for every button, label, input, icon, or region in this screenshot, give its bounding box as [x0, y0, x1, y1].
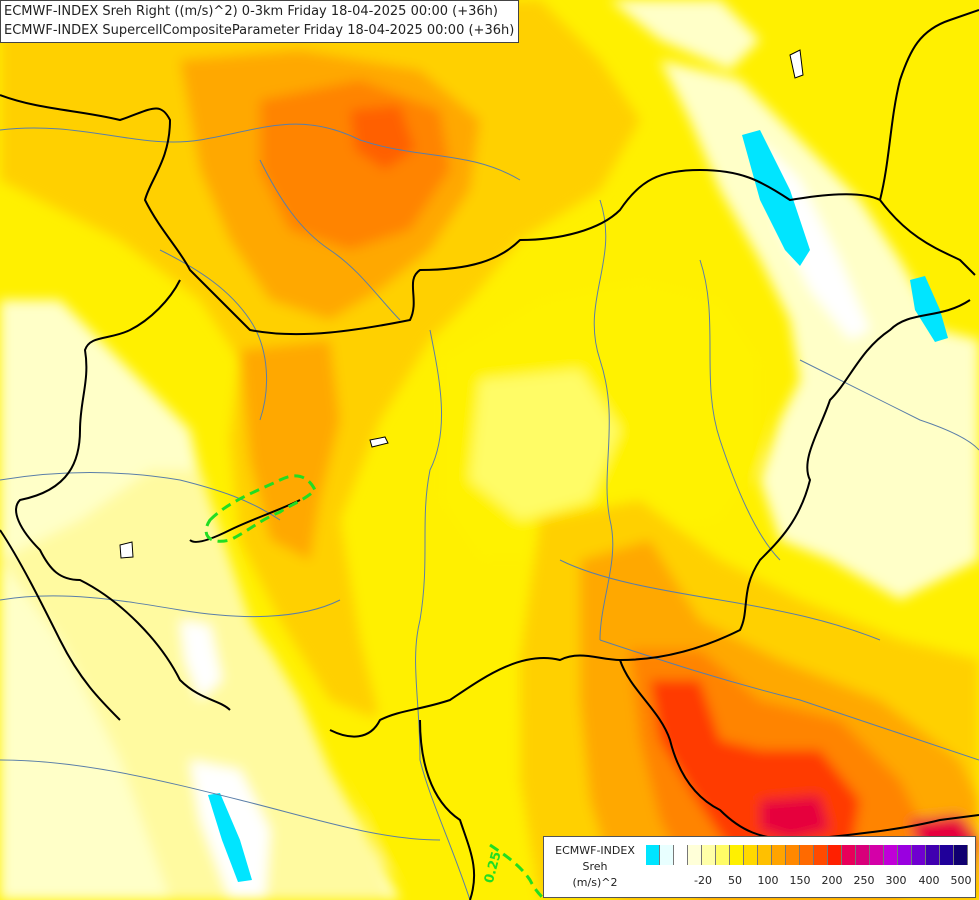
zone-cyan-southwest: [208, 793, 252, 882]
legend-swatch: [856, 845, 870, 865]
legend-variable: Sreh: [582, 860, 608, 873]
legend-swatch: [870, 845, 884, 865]
zone-cyan-northeast: [742, 130, 810, 266]
zone-orange-west-lobe: [240, 340, 340, 560]
legend-tick-label: 400: [918, 874, 940, 887]
scp-contours: [204, 474, 547, 900]
legend-tick-label: 200: [821, 874, 843, 887]
legend-tick-label: 150: [789, 874, 811, 887]
legend-tick-label: 50: [728, 874, 742, 887]
legend-tick-label: 500: [950, 874, 972, 887]
legend-swatch: [898, 845, 912, 865]
legend-tick-label: 300: [885, 874, 907, 887]
border-south: [619, 659, 979, 841]
border-west: [15, 279, 231, 711]
legend-swatch: [940, 845, 954, 865]
border-southwest: [419, 719, 476, 900]
legend-tick-label: 250: [853, 874, 875, 887]
zone-light-east: [660, 60, 979, 600]
legend-swatch: [828, 845, 842, 865]
legend-swatch: [702, 845, 716, 865]
legend-unit: (m/s)^2: [572, 876, 618, 889]
border-east: [329, 299, 971, 738]
legend-swatch: [688, 845, 702, 865]
country-borders: [0, 9, 979, 900]
rivers: [0, 123, 979, 900]
scp-contour-south: [489, 843, 547, 900]
title-line-2: ECMWF-INDEX SupercellCompositeParameter …: [4, 23, 515, 38]
zone-yellow-southwest: [360, 690, 520, 880]
title-line-1: ECMWF-INDEX Sreh Right ((m/s)^2) 0-3km F…: [4, 4, 498, 19]
legend-swatch: [660, 845, 674, 865]
scp-contour-west: [204, 474, 317, 543]
legend-title: ECMWF-INDEX: [555, 844, 635, 857]
zone-pale-center: [470, 370, 620, 520]
legend-tick-label: -20: [694, 874, 712, 887]
border-southwest-coast: [0, 529, 121, 721]
title-box: ECMWF-INDEX Sreh Right ((m/s)^2) 0-3km F…: [0, 0, 520, 43]
lakes: [119, 49, 804, 559]
legend-ticks: -2050100150200250300400500700: [640, 874, 972, 890]
legend-swatch: [674, 845, 688, 865]
legend-swatch: [744, 845, 758, 865]
border-north: [0, 94, 976, 336]
legend-swatch: [912, 845, 926, 865]
legend-swatch: [772, 845, 786, 865]
legend-swatch: [884, 845, 898, 865]
legend-swatch: [926, 845, 940, 865]
legend-swatch: [842, 845, 856, 865]
border-northeast: [879, 9, 979, 201]
zone-crimson-south: [760, 795, 830, 840]
legend-swatch: [716, 845, 730, 865]
legend-tick-label: 100: [757, 874, 779, 887]
zone-cyan-east: [910, 276, 948, 342]
zone-white-west: [180, 620, 222, 700]
zone-light-northeast: [610, 0, 760, 70]
legend-swatch: [758, 845, 772, 865]
legend-colorbar: [646, 845, 968, 865]
legend-swatch: [814, 845, 828, 865]
legend-swatch: [646, 845, 660, 865]
legend-swatch: [786, 845, 800, 865]
legend-swatch: [730, 845, 744, 865]
border-west-inner: [189, 499, 301, 543]
legend: ECMWF-INDEX Sreh (m/s)^2 -20 50 100 150 200 2…: [543, 836, 976, 898]
legend-swatch: [800, 845, 814, 865]
legend-swatch: [954, 845, 968, 865]
zone-redorange-north: [350, 105, 415, 170]
